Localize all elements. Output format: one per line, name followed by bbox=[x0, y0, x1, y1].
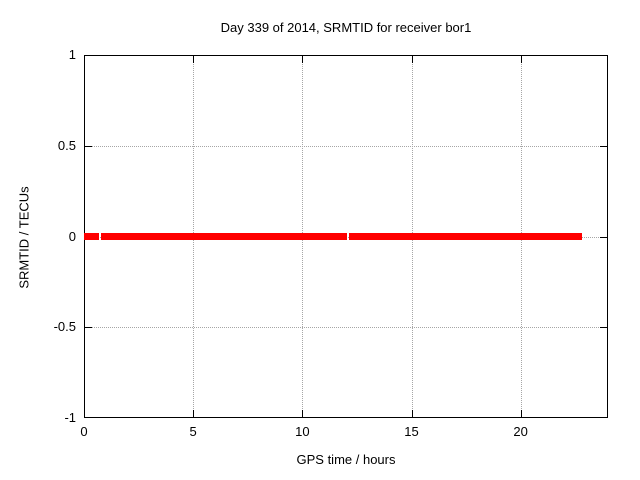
tick-right-y-0 bbox=[600, 236, 607, 238]
y-tick-label--1: -1 bbox=[64, 410, 76, 425]
chart-title: Day 339 of 2014, SRMTID for receiver bor… bbox=[220, 20, 472, 35]
tick-bottom-x-15 bbox=[411, 410, 413, 417]
plot-area bbox=[84, 55, 608, 418]
tick-top-x-20 bbox=[520, 56, 522, 63]
x-tick-label-15: 15 bbox=[404, 424, 419, 439]
tick-top-x-15 bbox=[411, 56, 413, 63]
y-tick-label-0.5: 0.5 bbox=[57, 137, 76, 153]
x-axis-label: GPS time / hours bbox=[296, 452, 396, 467]
data-series-srmtid-segment-2 bbox=[348, 233, 582, 240]
x-tick-label-20: 20 bbox=[513, 424, 528, 439]
tick-bottom-x-10 bbox=[302, 410, 304, 417]
tick-left-y-0.5 bbox=[85, 145, 92, 147]
gridline-y-0.5 bbox=[85, 145, 607, 147]
x-tick-label-0: 0 bbox=[80, 424, 88, 439]
y-axis-label: SRMTID / TECUs bbox=[16, 186, 32, 289]
data-series-srmtid-segment-1 bbox=[101, 233, 347, 240]
data-series-srmtid-segment-0 bbox=[84, 233, 100, 240]
x-tick-label-5: 5 bbox=[189, 424, 197, 439]
gridline-y--0.5 bbox=[85, 327, 607, 329]
tick-bottom-x-20 bbox=[520, 410, 522, 417]
tick-right-y--0.5 bbox=[600, 327, 607, 329]
y-tick-label--0.5: -0.5 bbox=[53, 319, 76, 335]
x-tick-label-10: 10 bbox=[295, 424, 310, 439]
tick-bottom-x-5 bbox=[193, 410, 195, 417]
y-tick-label-0: 0 bbox=[68, 228, 76, 244]
y-tick-label-1: 1 bbox=[68, 47, 76, 62]
tick-top-x-5 bbox=[193, 56, 195, 63]
tick-top-x-10 bbox=[302, 56, 304, 63]
tick-right-y-0.5 bbox=[600, 145, 607, 147]
tick-left-y--0.5 bbox=[85, 327, 92, 329]
